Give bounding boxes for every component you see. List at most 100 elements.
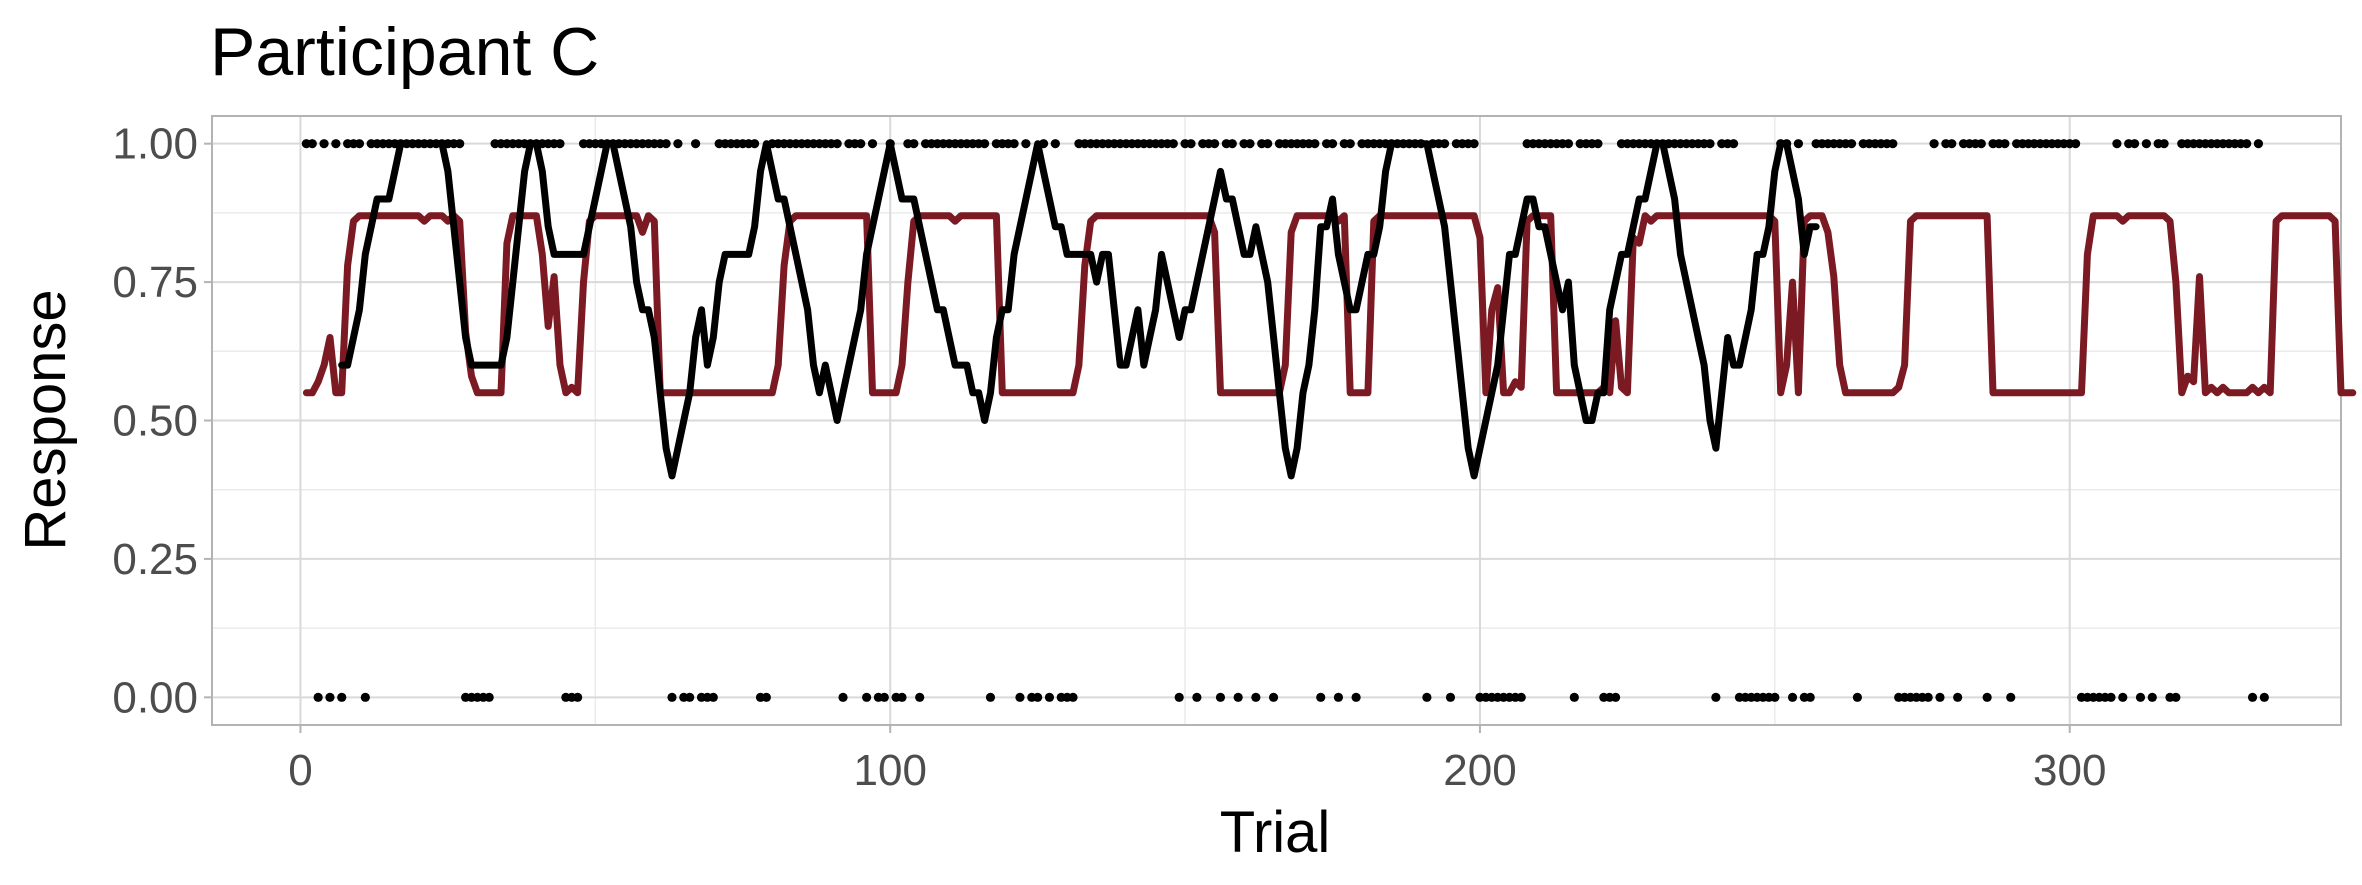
- response-point: [1593, 139, 1603, 149]
- response-point: [1033, 692, 1043, 702]
- response-point: [484, 692, 494, 702]
- response-point: [1805, 692, 1815, 702]
- response-point: [1351, 692, 1361, 702]
- response-point: [1422, 692, 1432, 702]
- response-point: [354, 139, 365, 149]
- response-point: [1192, 692, 1202, 702]
- response-point: [1711, 692, 1721, 702]
- response-point: [1186, 139, 1196, 149]
- response-point: [2141, 139, 2151, 149]
- response-point: [573, 692, 583, 702]
- y-axis-ticks: 0.00 0.25 0.50 0.75 1.00: [112, 120, 212, 722]
- response-point: [2112, 139, 2122, 149]
- response-point: [749, 139, 760, 149]
- response-point: [2253, 139, 2264, 149]
- x-tick-label: 300: [2033, 746, 2106, 795]
- response-point: [1209, 139, 1220, 149]
- response-point: [1563, 139, 1574, 149]
- response-point: [1923, 692, 1933, 702]
- response-point: [832, 139, 842, 149]
- response-point: [2106, 692, 2116, 702]
- response-point: [897, 692, 907, 702]
- response-point: [1953, 692, 1963, 702]
- response-point: [685, 692, 695, 702]
- response-point: [307, 139, 317, 149]
- response-point: [1316, 692, 1326, 702]
- response-point: [1009, 139, 1019, 149]
- response-point: [1044, 692, 1055, 702]
- response-point: [867, 139, 878, 149]
- response-point: [1852, 692, 1863, 702]
- response-point: [1251, 692, 1261, 702]
- y-tick-label: 0.25: [112, 535, 198, 584]
- x-tick-label: 200: [1443, 746, 1516, 795]
- response-point: [673, 139, 683, 149]
- response-point: [690, 139, 701, 149]
- response-point: [1263, 139, 1273, 149]
- response-point: [1947, 139, 1957, 149]
- response-point: [838, 692, 848, 702]
- response-point: [325, 692, 335, 702]
- response-point: [879, 692, 889, 702]
- response-point: [1469, 139, 1479, 149]
- response-point: [2171, 692, 2181, 702]
- response-point: [1310, 139, 1320, 149]
- response-point: [319, 139, 329, 149]
- response-point: [1770, 692, 1780, 702]
- response-point: [1268, 692, 1279, 702]
- response-point: [331, 139, 341, 149]
- red-series-line: [302, 212, 2357, 397]
- response-point: [1705, 139, 1715, 149]
- response-point: [2147, 692, 2157, 702]
- response-point: [1846, 139, 1857, 149]
- x-axis-ticks: 0 100 200 300: [288, 725, 2106, 795]
- response-point: [1068, 692, 1078, 702]
- response-point: [1168, 139, 1178, 149]
- response-point: [2118, 692, 2128, 702]
- response-point: [1445, 692, 1456, 702]
- response-point: [1976, 139, 1986, 149]
- response-point: [2129, 139, 2140, 149]
- response-point: [360, 692, 370, 702]
- response-point: [2242, 139, 2252, 149]
- y-tick-label: 0.50: [112, 397, 198, 446]
- response-point: [1215, 692, 1226, 702]
- x-tick-label: 0: [288, 746, 312, 795]
- response-point: [909, 139, 919, 149]
- y-tick-label: 0.75: [112, 258, 198, 307]
- response-point: [862, 692, 872, 702]
- response-point: [1516, 692, 1526, 702]
- response-point: [1333, 692, 1344, 702]
- response-point: [761, 692, 771, 702]
- response-point: [1569, 692, 1579, 702]
- response-point: [1327, 139, 1338, 149]
- response-point: [856, 139, 866, 149]
- response-point: [1439, 139, 1450, 149]
- response-point: [979, 139, 990, 149]
- response-point: [1015, 692, 1025, 702]
- y-tick-label: 0.00: [112, 673, 198, 722]
- response-point: [1982, 692, 1992, 702]
- response-point: [2006, 692, 2016, 702]
- response-point: [1345, 139, 1355, 149]
- response-point: [1227, 139, 1237, 149]
- response-point: [1245, 139, 1255, 149]
- response-point: [667, 692, 677, 702]
- black-series-line: [338, 140, 1820, 480]
- response-point: [1728, 139, 1739, 149]
- response-point: [2135, 692, 2146, 702]
- response-point: [2247, 692, 2258, 702]
- response-point: [1174, 692, 1184, 702]
- response-point: [1929, 139, 1939, 149]
- response-point: [337, 692, 347, 702]
- y-tick-label: 1.00: [112, 120, 198, 169]
- response-point: [661, 139, 671, 149]
- response-point: [2159, 139, 2169, 149]
- response-point: [1021, 139, 1031, 149]
- response-point: [985, 692, 996, 702]
- response-point: [708, 692, 718, 702]
- x-axis-title: Trial: [1220, 800, 1331, 865]
- y-axis-title: Response: [13, 289, 78, 550]
